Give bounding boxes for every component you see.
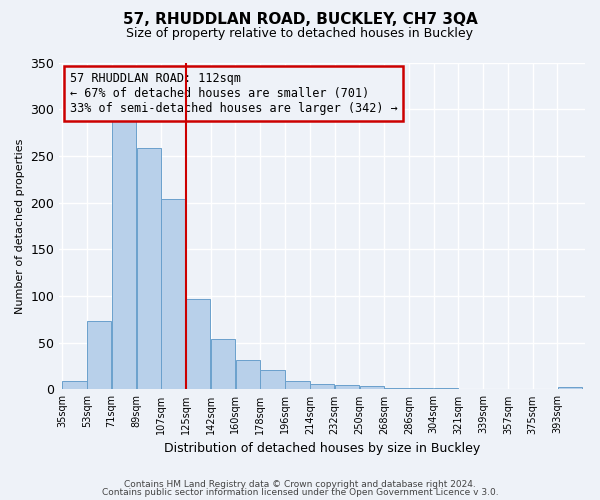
Bar (62, 381, 86, 390)
Bar (384, 388, 409, 390)
Text: Contains public sector information licensed under the Open Government Licence v : Contains public sector information licen… (101, 488, 499, 497)
Bar (434, 388, 458, 390)
Bar (260, 370, 285, 390)
Text: 57, RHUDDLAN ROAD, BUCKLEY, CH7 3QA: 57, RHUDDLAN ROAD, BUCKLEY, CH7 3QA (122, 12, 478, 28)
Bar (161, 199, 185, 390)
Bar (186, 299, 211, 390)
Bar (112, 122, 136, 390)
Text: 57 RHUDDLAN ROAD: 112sqm
← 67% of detached houses are smaller (701)
33% of semi-: 57 RHUDDLAN ROAD: 112sqm ← 67% of detach… (70, 72, 398, 116)
Y-axis label: Number of detached properties: Number of detached properties (15, 138, 25, 314)
Text: Size of property relative to detached houses in Buckley: Size of property relative to detached ho… (127, 28, 473, 40)
Bar (359, 386, 384, 390)
Bar (137, 148, 161, 390)
Bar (236, 360, 260, 390)
Bar (211, 339, 235, 390)
Bar (557, 386, 582, 390)
Bar (335, 385, 359, 390)
Text: Contains HM Land Registry data © Crown copyright and database right 2024.: Contains HM Land Registry data © Crown c… (124, 480, 476, 489)
X-axis label: Distribution of detached houses by size in Buckley: Distribution of detached houses by size … (164, 442, 480, 455)
Bar (87, 321, 112, 390)
Bar (310, 384, 334, 390)
Bar (285, 381, 310, 390)
Bar (409, 388, 433, 390)
